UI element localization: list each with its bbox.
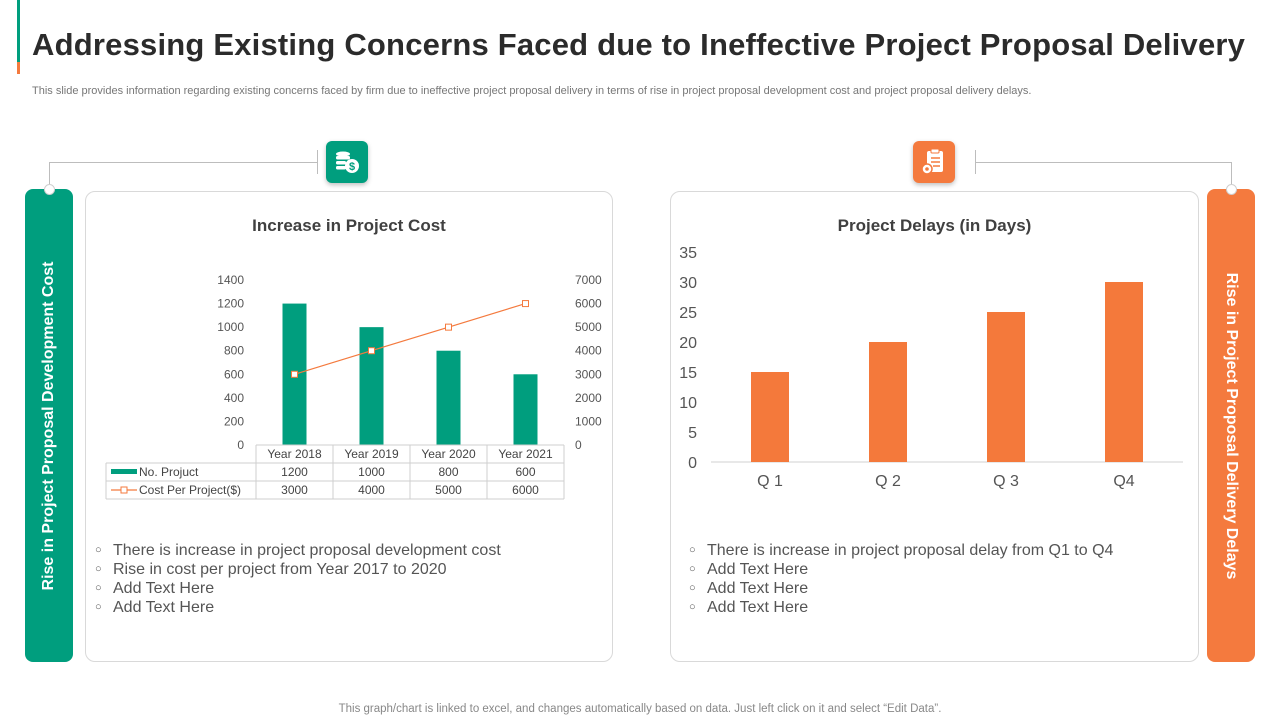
bar-project-delay bbox=[1105, 282, 1143, 462]
money-coins-icon: $ bbox=[326, 141, 368, 183]
left-connector-vertical bbox=[49, 162, 50, 190]
left-side-label: Rise in Project Proposal Development Cos… bbox=[40, 261, 57, 590]
y2-axis-tick-label: 0 bbox=[575, 438, 582, 452]
svg-text:$: $ bbox=[349, 161, 355, 173]
y-axis-tick-label: 1200 bbox=[217, 297, 244, 311]
line-cost-per-project bbox=[294, 302, 526, 375]
footer-note: This graph/chart is linked to excel, and… bbox=[338, 703, 942, 715]
category-label: Year 2019 bbox=[344, 447, 399, 461]
project-delays-bullets: There is increase in project proposal de… bbox=[689, 541, 1113, 617]
table-value-no-projuct: 1200 bbox=[281, 465, 308, 479]
category-label: Year 2021 bbox=[498, 447, 553, 461]
line-marker-cost-per-project bbox=[522, 300, 529, 308]
category-label: Year 2020 bbox=[421, 447, 476, 461]
project-delays-card: Project Delays (in Days) 0 5 10 15 20 25 30 35 Q… bbox=[670, 191, 1199, 662]
bar-project-delay bbox=[869, 342, 907, 462]
line-marker-cost-per-project bbox=[368, 347, 375, 355]
y-axis-tick-label: 15 bbox=[679, 365, 697, 382]
table-value-cost-per-project: 6000 bbox=[512, 483, 539, 497]
bar-project-delay bbox=[751, 372, 789, 462]
x-axis-tick-label: Q 2 bbox=[875, 473, 901, 490]
line-marker-cost-per-project bbox=[291, 370, 298, 378]
project-cost-bullets: There is increase in project proposal de… bbox=[95, 541, 501, 617]
x-axis-tick-label: Q 3 bbox=[993, 473, 1019, 490]
title-accent-bar-orange bbox=[17, 62, 20, 74]
y2-axis-tick-label: 2000 bbox=[575, 391, 602, 405]
right-connector-vertical bbox=[1231, 162, 1232, 190]
page-title: Addressing Existing Concerns Faced due t… bbox=[32, 27, 1246, 62]
title-accent-bar-green bbox=[17, 0, 20, 62]
table-value-cost-per-project: 4000 bbox=[358, 483, 385, 497]
y-axis-tick-label: 1400 bbox=[217, 273, 244, 287]
table-value-cost-per-project: 3000 bbox=[281, 483, 308, 497]
left-side-label-pill: Rise in Project Proposal Development Cos… bbox=[25, 189, 73, 662]
bullet-item: Add Text Here bbox=[689, 598, 1113, 617]
line-marker-cost-per-project bbox=[445, 323, 452, 331]
project-cost-chart-title: Increase in Project Cost bbox=[252, 216, 446, 235]
page-subtitle: This slide provides information regardin… bbox=[32, 85, 1032, 97]
y-axis-tick-label: 5 bbox=[688, 425, 697, 442]
left-connector-tick bbox=[317, 150, 318, 174]
y2-axis-tick-label: 1000 bbox=[575, 414, 602, 428]
project-delays-chart[interactable]: 0 5 10 15 20 25 30 35 Q 1 Q 2 Q 3 Q4 bbox=[671, 192, 1198, 522]
y-axis-tick-label: 35 bbox=[679, 245, 697, 262]
right-connector-tick bbox=[975, 150, 976, 174]
y-axis-tick-label: 200 bbox=[224, 414, 244, 428]
bullet-item: Add Text Here bbox=[689, 560, 1113, 579]
legend-key-marker-cost-per-project bbox=[120, 486, 128, 494]
table-value-cost-per-project: 5000 bbox=[435, 483, 462, 497]
bullet-item: There is increase in project proposal de… bbox=[689, 541, 1113, 560]
right-connector-horizontal bbox=[975, 162, 1232, 163]
bullet-item: Add Text Here bbox=[95, 579, 501, 598]
table-value-no-projuct: 800 bbox=[438, 465, 458, 479]
legend-label-cost-per-project: Cost Per Project($) bbox=[139, 483, 241, 497]
x-axis-tick-label: Q4 bbox=[1113, 473, 1134, 490]
y-axis-tick-label: 30 bbox=[679, 275, 697, 292]
y2-axis-tick-label: 3000 bbox=[575, 367, 602, 381]
y-axis-tick-label: 25 bbox=[679, 305, 697, 322]
project-cost-card: Increase in Project Cost 0 200 400 600 800 10… bbox=[85, 191, 613, 662]
bullet-item: Add Text Here bbox=[95, 598, 501, 617]
legend-label-no-projuct: No. Projuct bbox=[139, 465, 199, 479]
y2-axis-tick-label: 5000 bbox=[575, 320, 602, 334]
y2-axis-tick-label: 7000 bbox=[575, 273, 602, 287]
legend-key-no-projuct bbox=[111, 469, 137, 474]
bar-no-projuct bbox=[359, 327, 384, 445]
table-value-no-projuct: 1000 bbox=[358, 465, 385, 479]
y-axis-tick-label: 1000 bbox=[217, 320, 244, 334]
left-connector-horizontal bbox=[49, 162, 317, 163]
y-axis-tick-label: 10 bbox=[679, 395, 697, 412]
bar-no-projuct bbox=[436, 350, 461, 445]
bullet-item: There is increase in project proposal de… bbox=[95, 541, 501, 560]
clipboard-gear-icon bbox=[913, 141, 955, 183]
project-delays-chart-title: Project Delays (in Days) bbox=[837, 216, 1032, 235]
y2-axis-tick-label: 6000 bbox=[575, 297, 602, 311]
right-side-label-pill: Rise in Project Proposal Delivery Delays bbox=[1207, 189, 1255, 662]
y-axis-tick-label: 800 bbox=[224, 344, 244, 358]
y-axis-tick-label: 0 bbox=[688, 455, 697, 472]
right-side-label: Rise in Project Proposal Delivery Delays bbox=[1223, 272, 1240, 579]
bar-project-delay bbox=[987, 312, 1025, 462]
y2-axis-tick-label: 4000 bbox=[575, 344, 602, 358]
bar-no-projuct bbox=[513, 374, 538, 445]
right-connector-dot bbox=[1226, 184, 1237, 195]
project-cost-chart[interactable]: 0 200 400 600 800 1000 1200 1400 0 1000 2000 3000 40… bbox=[86, 192, 612, 522]
category-label: Year 2018 bbox=[267, 447, 322, 461]
left-connector-dot bbox=[44, 184, 55, 195]
y-axis-tick-label: 400 bbox=[224, 391, 244, 405]
bullet-item: Add Text Here bbox=[689, 579, 1113, 598]
bullet-item: Rise in cost per project from Year 2017 … bbox=[95, 560, 501, 579]
y-axis-tick-label: 0 bbox=[237, 438, 244, 452]
y-axis-tick-label: 600 bbox=[224, 367, 244, 381]
x-axis-tick-label: Q 1 bbox=[757, 473, 783, 490]
y-axis-tick-label: 20 bbox=[679, 335, 697, 352]
table-value-no-projuct: 600 bbox=[515, 465, 535, 479]
